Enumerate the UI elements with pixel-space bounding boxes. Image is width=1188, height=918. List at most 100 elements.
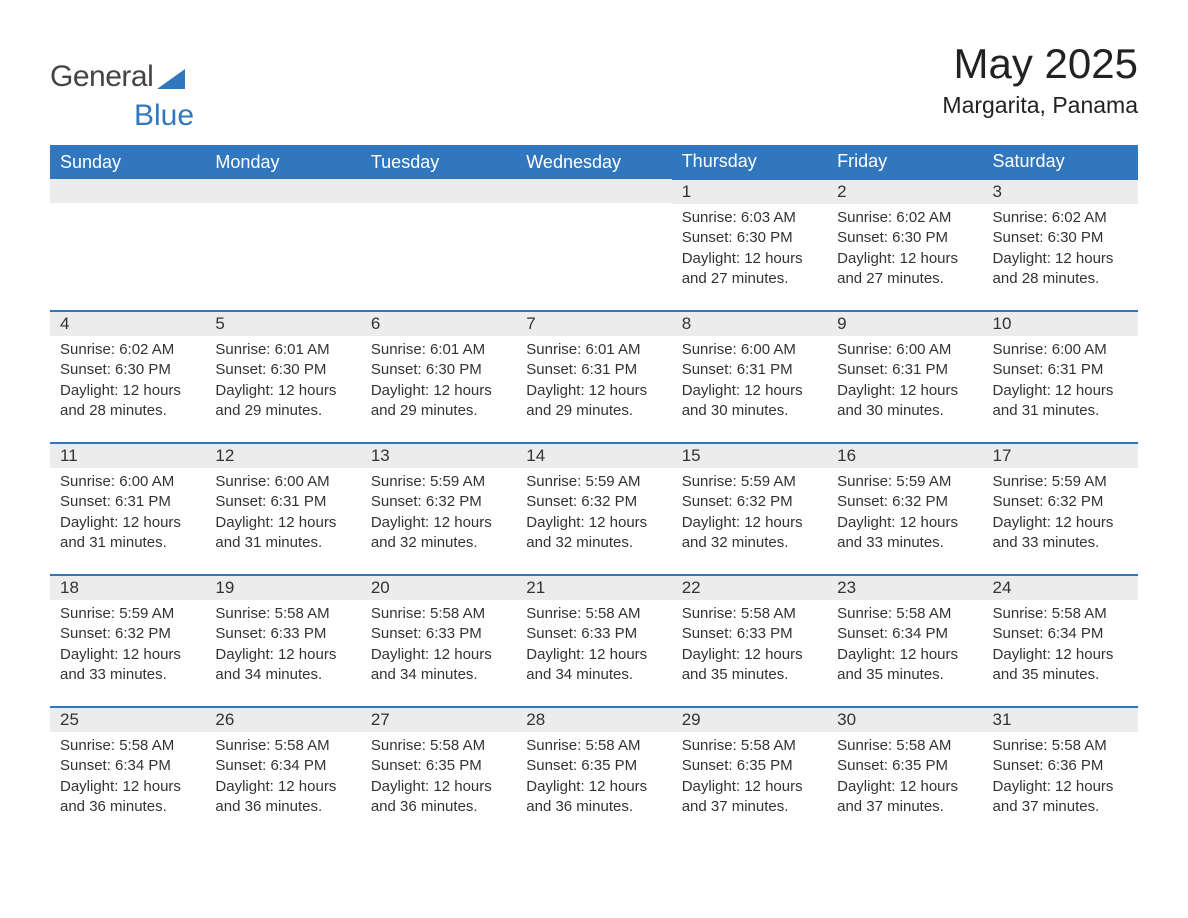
sunrise-text: Sunrise: 5:58 AM: [60, 736, 195, 756]
location-label: Margarita, Panama: [942, 92, 1138, 119]
daylight-text-2: and 37 minutes.: [682, 797, 817, 817]
daylight-text-2: and 27 minutes.: [837, 269, 972, 289]
calendar-cell: 20Sunrise: 5:58 AMSunset: 6:33 PMDayligh…: [361, 575, 516, 707]
daylight-text-2: and 33 minutes.: [60, 665, 195, 685]
sunrise-text: Sunrise: 6:01 AM: [371, 340, 506, 360]
sunset-text: Sunset: 6:30 PM: [993, 228, 1128, 248]
day-number: [361, 179, 516, 203]
sunrise-text: Sunrise: 6:00 AM: [993, 340, 1128, 360]
sunrise-text: Sunrise: 5:59 AM: [682, 472, 817, 492]
sunset-text: Sunset: 6:35 PM: [371, 756, 506, 776]
calendar-cell: 25Sunrise: 5:58 AMSunset: 6:34 PMDayligh…: [50, 707, 205, 839]
sunrise-text: Sunrise: 5:58 AM: [682, 736, 817, 756]
day-number: 27: [361, 708, 516, 732]
day-data: Sunrise: 5:58 AMSunset: 6:35 PMDaylight:…: [672, 732, 827, 823]
daylight-text-2: and 27 minutes.: [682, 269, 817, 289]
calendar-cell: 2Sunrise: 6:02 AMSunset: 6:30 PMDaylight…: [827, 179, 982, 311]
day-number: 26: [205, 708, 360, 732]
daylight-text-2: and 29 minutes.: [371, 401, 506, 421]
day-number: 12: [205, 444, 360, 468]
daylight-text-1: Daylight: 12 hours: [837, 249, 972, 269]
day-number: 3: [983, 180, 1138, 204]
day-number: 29: [672, 708, 827, 732]
sunrise-text: Sunrise: 5:58 AM: [215, 604, 350, 624]
daylight-text-1: Daylight: 12 hours: [993, 645, 1128, 665]
header-right: May 2025 Margarita, Panama: [942, 40, 1138, 119]
day-data: Sunrise: 5:58 AMSunset: 6:33 PMDaylight:…: [516, 600, 671, 691]
day-data: Sunrise: 6:02 AMSunset: 6:30 PMDaylight:…: [827, 204, 982, 295]
day-data: Sunrise: 5:58 AMSunset: 6:36 PMDaylight:…: [983, 732, 1138, 823]
daylight-text-2: and 36 minutes.: [371, 797, 506, 817]
sunrise-text: Sunrise: 6:01 AM: [215, 340, 350, 360]
daylight-text-2: and 34 minutes.: [371, 665, 506, 685]
calendar-cell: 5Sunrise: 6:01 AMSunset: 6:30 PMDaylight…: [205, 311, 360, 443]
weekday-header: Wednesday: [516, 145, 671, 179]
day-data: Sunrise: 5:58 AMSunset: 6:35 PMDaylight:…: [516, 732, 671, 823]
daylight-text-1: Daylight: 12 hours: [215, 777, 350, 797]
day-data: Sunrise: 6:02 AMSunset: 6:30 PMDaylight:…: [983, 204, 1138, 295]
sunrise-text: Sunrise: 5:58 AM: [682, 604, 817, 624]
calendar-body: 1Sunrise: 6:03 AMSunset: 6:30 PMDaylight…: [50, 179, 1138, 839]
day-number: 18: [50, 576, 205, 600]
day-data: Sunrise: 5:58 AMSunset: 6:34 PMDaylight:…: [205, 732, 360, 823]
calendar-cell: 7Sunrise: 6:01 AMSunset: 6:31 PMDaylight…: [516, 311, 671, 443]
sunset-text: Sunset: 6:34 PM: [215, 756, 350, 776]
sunset-text: Sunset: 6:34 PM: [837, 624, 972, 644]
sunset-text: Sunset: 6:31 PM: [215, 492, 350, 512]
calendar-cell: 6 Sunrise: 6:01 AMSunset: 6:30 PMDaylight…: [361, 311, 516, 443]
day-number: 17: [983, 444, 1138, 468]
sunset-text: Sunset: 6:30 PM: [371, 360, 506, 380]
sunset-text: Sunset: 6:32 PM: [60, 624, 195, 644]
calendar-cell: 12Sunrise: 6:00 AMSunset: 6:31 PMDayligh…: [205, 443, 360, 575]
calendar-cell: 8Sunrise: 6:00 AMSunset: 6:31 PMDaylight…: [672, 311, 827, 443]
daylight-text-2: and 37 minutes.: [837, 797, 972, 817]
calendar-cell: 30Sunrise: 5:58 AMSunset: 6:35 PMDayligh…: [827, 707, 982, 839]
daylight-text-1: Daylight: 12 hours: [993, 513, 1128, 533]
daylight-text-2: and 34 minutes.: [526, 665, 661, 685]
daylight-text-1: Daylight: 12 hours: [215, 645, 350, 665]
brand-logo: General: [50, 40, 189, 94]
sunset-text: Sunset: 6:31 PM: [682, 360, 817, 380]
daylight-text-2: and 28 minutes.: [993, 269, 1128, 289]
day-data: Sunrise: 5:59 AMSunset: 6:32 PMDaylight:…: [983, 468, 1138, 559]
daylight-text-2: and 29 minutes.: [215, 401, 350, 421]
day-number: 25: [50, 708, 205, 732]
sunset-text: Sunset: 6:31 PM: [837, 360, 972, 380]
sunrise-text: Sunrise: 6:02 AM: [60, 340, 195, 360]
daylight-text-2: and 35 minutes.: [993, 665, 1128, 685]
daylight-text-1: Daylight: 12 hours: [371, 381, 506, 401]
day-data: [516, 203, 671, 213]
daylight-text-2: and 30 minutes.: [837, 401, 972, 421]
calendar-cell: 1Sunrise: 6:03 AMSunset: 6:30 PMDaylight…: [672, 179, 827, 311]
sunrise-text: Sunrise: 5:59 AM: [526, 472, 661, 492]
daylight-text-2: and 36 minutes.: [526, 797, 661, 817]
day-data: Sunrise: 6:00 AMSunset: 6:31 PMDaylight:…: [50, 468, 205, 559]
day-data: [361, 203, 516, 213]
weekday-header: Sunday: [50, 145, 205, 179]
day-data: Sunrise: 5:59 AMSunset: 6:32 PMDaylight:…: [50, 600, 205, 691]
calendar-table: SundayMondayTuesdayWednesdayThursdayFrid…: [50, 145, 1138, 839]
sunset-text: Sunset: 6:33 PM: [371, 624, 506, 644]
daylight-text-2: and 34 minutes.: [215, 665, 350, 685]
day-number: 8: [672, 312, 827, 336]
sunrise-text: Sunrise: 5:58 AM: [371, 736, 506, 756]
sunset-text: Sunset: 6:30 PM: [215, 360, 350, 380]
sunrise-text: Sunrise: 5:58 AM: [526, 736, 661, 756]
sunrise-text: Sunrise: 5:58 AM: [837, 604, 972, 624]
daylight-text-1: Daylight: 12 hours: [837, 645, 972, 665]
day-data: Sunrise: 5:58 AMSunset: 6:34 PMDaylight:…: [50, 732, 205, 823]
daylight-text-1: Daylight: 12 hours: [371, 513, 506, 533]
day-number: 22: [672, 576, 827, 600]
sunset-text: Sunset: 6:33 PM: [682, 624, 817, 644]
day-number: 13: [361, 444, 516, 468]
sunset-text: Sunset: 6:31 PM: [526, 360, 661, 380]
day-number: 6: [361, 312, 516, 336]
day-data: Sunrise: 6:01 AMSunset: 6:30 PMDaylight:…: [205, 336, 360, 427]
calendar-cell: 14Sunrise: 5:59 AMSunset: 6:32 PMDayligh…: [516, 443, 671, 575]
daylight-text-1: Daylight: 12 hours: [682, 645, 817, 665]
calendar-cell: [50, 179, 205, 311]
sunset-text: Sunset: 6:34 PM: [60, 756, 195, 776]
brand-text-blue: Blue: [134, 99, 194, 132]
sunrise-text: Sunrise: 6:00 AM: [60, 472, 195, 492]
daylight-text-1: Daylight: 12 hours: [993, 249, 1128, 269]
